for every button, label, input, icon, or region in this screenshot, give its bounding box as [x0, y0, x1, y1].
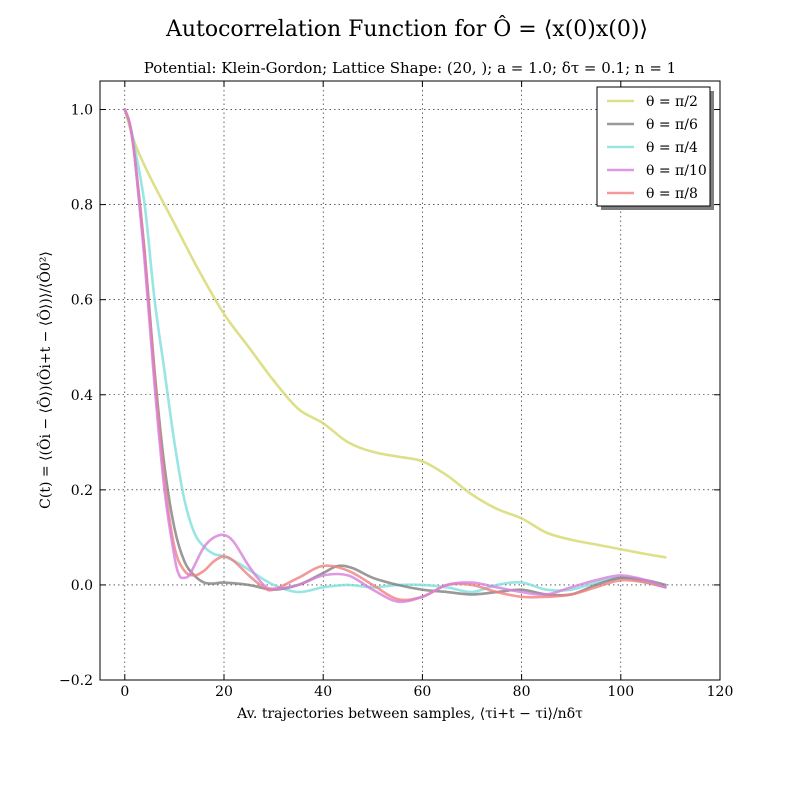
series-line-0	[123, 108, 667, 559]
y-tick-label: 0.6	[71, 293, 93, 309]
series-line-4	[123, 108, 667, 602]
legend-label-1: θ = π/6	[646, 117, 698, 133]
y-tick-label: −0.2	[59, 673, 93, 689]
x-tick-label: 100	[607, 684, 634, 700]
axis-ticks: 0 20 40 60 80 100 120 −0.2 0.0 0.2 0.4 0.6 0.8 1.0	[59, 81, 733, 700]
y-tick-label: 0.8	[71, 198, 93, 214]
legend-label-3: θ = π/10	[646, 163, 707, 179]
x-axis-label: Av. trajectories between samples, ⟨τi+t …	[236, 706, 583, 722]
series-line-2	[123, 108, 667, 594]
series-line-3	[123, 108, 667, 604]
y-tick-label: 0.4	[71, 388, 93, 404]
legend-label-0: θ = π/2	[646, 94, 698, 110]
y-axis-label: C(t) = ⟨(Ôi − ⟨Ô⟩)(Ôi+t − ⟨Ô⟩)⟩/⟨Ô0²⟩	[36, 251, 54, 509]
x-tick-label: 0	[120, 684, 129, 700]
series-line-1	[123, 108, 667, 597]
x-tick-label: 60	[413, 684, 431, 700]
x-tick-label: 80	[513, 684, 531, 700]
chart-title: Autocorrelation Function for Ô = ⟨x(0)x(…	[165, 15, 648, 42]
chart-subtitle: Potential: Klein-Gordon; Lattice Shape: …	[144, 59, 676, 77]
y-tick-label: 0.0	[71, 578, 93, 594]
legend-label-4: θ = π/8	[646, 186, 698, 202]
legend-label-2: θ = π/4	[646, 140, 698, 156]
legend-entries: θ = π/2 θ = π/6 θ = π/4 θ = π/10 θ = π/8	[607, 94, 707, 202]
series-group	[123, 108, 667, 604]
legend: θ = π/2 θ = π/6 θ = π/4 θ = π/10 θ = π/8	[596, 86, 714, 210]
x-tick-label: 120	[707, 684, 734, 700]
x-tick-label: 20	[215, 684, 233, 700]
x-tick-label: 40	[314, 684, 332, 700]
y-tick-label: 1.0	[71, 103, 93, 119]
plot-frame	[99, 80, 721, 681]
y-tick-label: 0.2	[71, 483, 93, 499]
